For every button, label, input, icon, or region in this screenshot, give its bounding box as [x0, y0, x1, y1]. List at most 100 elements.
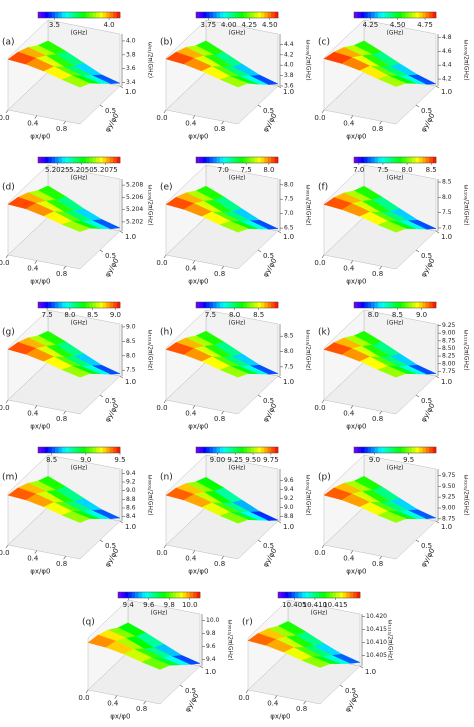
z-tick-label: 7.5: [284, 363, 294, 370]
colorbar-tick-label: 8.5: [392, 311, 403, 319]
colorbar-segment: [99, 12, 104, 18]
y-tick: [257, 539, 262, 543]
x-tick: [350, 550, 354, 554]
colorbar-segment: [360, 12, 365, 18]
colorbar-segment: [395, 447, 399, 453]
z-axis-label: ω₁₁₁₀/2π(GHz): [463, 329, 470, 370]
colorbar-segment: [388, 157, 392, 163]
z-tick-label: 3.4: [126, 79, 136, 86]
x-tick: [5, 544, 9, 549]
colorbar-segment: [48, 302, 52, 308]
y-tick: [435, 85, 440, 89]
z-tick-label: 8.75: [442, 337, 456, 344]
surface-cell: [219, 511, 249, 524]
colorbar-segment: [388, 447, 392, 453]
colorbar-segment: [38, 157, 42, 163]
x-axis-label: φx/φ0: [30, 422, 50, 430]
colorbar-segment: [96, 302, 100, 308]
colorbar-segment: [99, 447, 104, 453]
colorbar-segment: [152, 592, 156, 598]
x-tick-label: 0.8: [372, 415, 383, 423]
colorbar-segment: [179, 592, 184, 598]
colorbar-segment: [75, 447, 80, 453]
side-pane: [323, 19, 365, 111]
colorbar-segment: [113, 302, 117, 308]
y-tick: [415, 249, 420, 253]
colorbar-segment: [230, 447, 234, 453]
colorbar-tick-label: 4.0: [103, 21, 114, 29]
surface-cell: [61, 365, 91, 378]
colorbar-segment: [288, 592, 292, 598]
y-tick: [119, 520, 124, 524]
z-axis-label: ω₁₀₀₀/2π(GHz): [463, 39, 470, 80]
colorbar-segment: [79, 302, 83, 308]
colorbar-segment: [412, 157, 416, 163]
colorbar-segment: [99, 157, 104, 163]
x-tick-label: 0.8: [214, 125, 225, 133]
colorbar-segment: [61, 302, 66, 308]
colorbar-tick-label: 8.0: [368, 311, 379, 319]
colorbar-segment: [223, 302, 228, 308]
x-tick: [34, 260, 38, 264]
panel-label: (h): [160, 328, 173, 338]
colorbar-segment: [155, 592, 160, 598]
colorbar-segment: [422, 157, 427, 163]
colorbar-segment: [391, 157, 396, 163]
y-tick-label: 1.0: [125, 233, 136, 241]
y-tick: [277, 520, 282, 524]
colorbar-segment: [89, 302, 93, 308]
colorbar-segment: [68, 157, 73, 163]
z-tick-label: 5.206: [126, 194, 143, 201]
colorbar-segment: [257, 157, 262, 163]
colorbar-tick-label: 8.0: [229, 311, 240, 319]
x-axis-label: φx/φ0: [270, 712, 290, 720]
colorbar-segment: [148, 592, 153, 598]
colorbar-segment: [398, 302, 403, 308]
y-tick: [435, 520, 440, 524]
z-tick-label: 9.00: [442, 330, 456, 337]
colorbar-segment: [401, 302, 406, 308]
colorbar-segment: [58, 447, 63, 453]
x-tick-label: 0.8: [214, 560, 225, 568]
colorbar-segment: [254, 12, 258, 18]
colorbar-segment: [418, 12, 423, 18]
colorbar-segment: [79, 447, 83, 453]
colorbar-segment: [58, 302, 63, 308]
z-tick-label: 7.5: [284, 196, 294, 203]
colorbar-segment: [371, 447, 375, 453]
colorbar-segment: [48, 157, 52, 163]
x-axis-label: φx/φ0: [188, 422, 208, 430]
x-tick: [85, 689, 89, 694]
panel-label: (r): [242, 618, 253, 628]
surface-cell: [301, 656, 331, 668]
y-tick-label: 1.0: [441, 233, 452, 241]
colorbar-segment: [55, 12, 59, 18]
colorbar-segment: [89, 157, 93, 163]
x-tick: [163, 399, 167, 404]
colorbar-segment: [48, 447, 52, 453]
z-axis-label: ω₀₀₁₁/2π(GHz): [227, 619, 234, 660]
y-tick: [277, 230, 282, 234]
colorbar-segment: [401, 157, 406, 163]
colorbar-segment: [61, 12, 66, 18]
colorbar-segment: [65, 302, 70, 308]
colorbar-segment: [395, 12, 399, 18]
colorbar-tick-label: 10.410: [303, 601, 328, 609]
colorbar-segment: [199, 447, 204, 453]
x-tick: [303, 701, 306, 705]
colorbar-segment: [364, 12, 368, 18]
colorbar-segment: [377, 157, 382, 163]
y-tick-label: 0.5: [185, 687, 196, 695]
z-tick-label: 9.0: [126, 323, 136, 330]
colorbar-segment: [85, 12, 90, 18]
colorbar-segment: [371, 12, 375, 18]
y-tick-label: 0.5: [421, 252, 432, 260]
colorbar-segment: [339, 592, 344, 598]
x-axis-label: φx/φ0: [30, 567, 50, 575]
colorbar-segment: [44, 302, 49, 308]
colorbar-segment: [230, 302, 234, 308]
y-axis-label: φy/φ0: [103, 257, 120, 278]
y-tick-label: 1.0: [125, 378, 136, 386]
z-tick-label: 7.5: [442, 209, 452, 216]
colorbar-segment: [398, 12, 403, 18]
